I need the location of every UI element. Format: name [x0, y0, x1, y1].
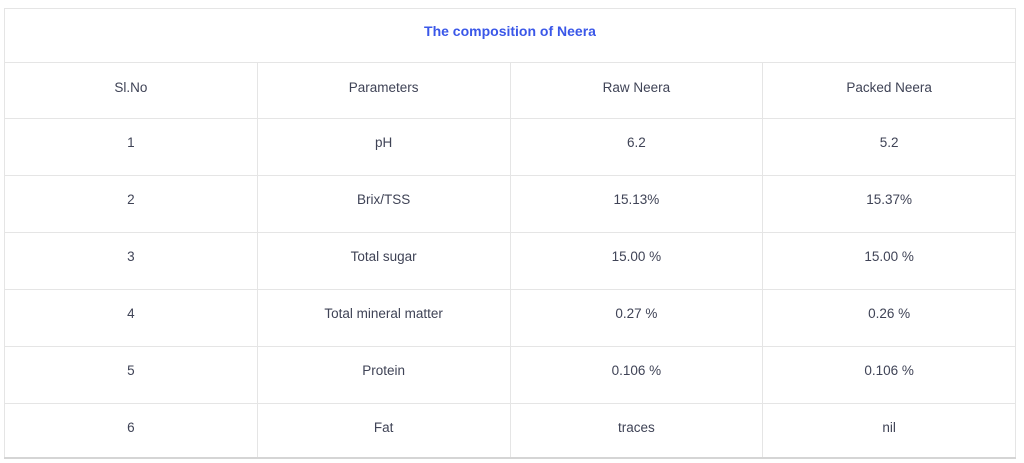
table-row: 1 pH 6.2 5.2	[4, 118, 1016, 176]
table-title-row: The composition of Neera	[4, 8, 1016, 63]
table-row: 6 Fat traces nil	[4, 403, 1016, 458]
table-row: 5 Protein 0.106 % 0.106 %	[4, 346, 1016, 404]
table-cell-raw-value: 6.2	[509, 118, 764, 176]
table-cell-packed-value: 0.26 %	[762, 289, 1016, 347]
table-cell-slno: 3	[4, 232, 258, 290]
header-cell-packed-neera: Packed Neera	[762, 62, 1016, 119]
table-cell-parameter: Total mineral matter	[256, 289, 511, 347]
table-cell-raw-value: 0.106 %	[509, 346, 764, 404]
table-cell-raw-value: traces	[509, 403, 764, 458]
table-cell-slno: 4	[4, 289, 258, 347]
table-cell-packed-value: nil	[762, 403, 1016, 458]
table-row: 2 Brix/TSS 15.13% 15.37%	[4, 175, 1016, 233]
table-cell-packed-value: 15.00 %	[762, 232, 1016, 290]
table-cell-parameter: Fat	[256, 403, 511, 458]
table-title: The composition of Neera	[4, 8, 1016, 63]
header-cell-raw-neera: Raw Neera	[509, 62, 764, 119]
table-row: 4 Total mineral matter 0.27 % 0.26 %	[4, 289, 1016, 347]
table-cell-parameter: Total sugar	[256, 232, 511, 290]
table-cell-slno: 2	[4, 175, 258, 233]
table-cell-raw-value: 15.00 %	[509, 232, 764, 290]
header-cell-parameters: Parameters	[256, 62, 511, 119]
table-cell-slno: 6	[4, 403, 258, 458]
table-cell-parameter: Protein	[256, 346, 511, 404]
table-cell-packed-value: 15.37%	[762, 175, 1016, 233]
table-cell-parameter: pH	[256, 118, 511, 176]
table-row: 3 Total sugar 15.00 % 15.00 %	[4, 232, 1016, 290]
table-cell-parameter: Brix/TSS	[256, 175, 511, 233]
table-cell-packed-value: 0.106 %	[762, 346, 1016, 404]
table-cell-slno: 1	[4, 118, 258, 176]
composition-table: The composition of Neera Sl.No Parameter…	[4, 8, 1016, 459]
table-cell-slno: 5	[4, 346, 258, 404]
header-cell-slno: Sl.No	[4, 62, 258, 119]
composition-table-container: The composition of Neera Sl.No Parameter…	[4, 8, 1016, 459]
table-cell-packed-value: 5.2	[762, 118, 1016, 176]
table-header-row: Sl.No Parameters Raw Neera Packed Neera	[4, 62, 1016, 119]
table-cell-raw-value: 15.13%	[509, 175, 764, 233]
table-cell-raw-value: 0.27 %	[509, 289, 764, 347]
